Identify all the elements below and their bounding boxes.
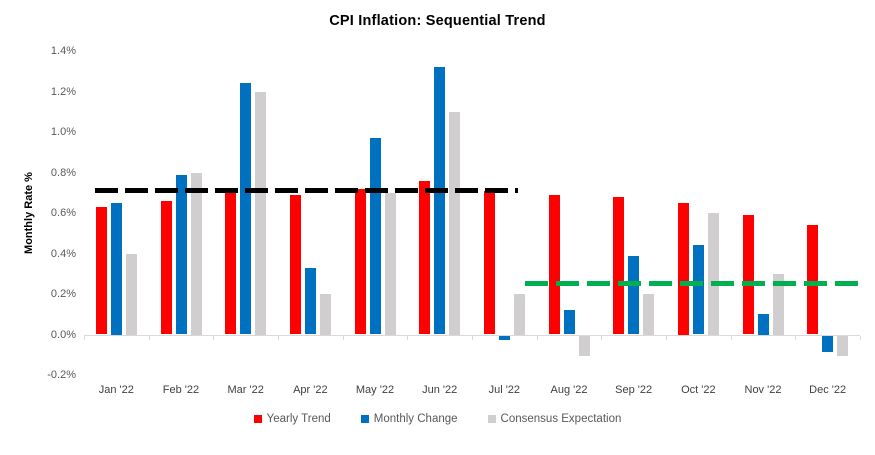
x-axis-tick [472, 335, 473, 340]
bar-consensus-expectation-feb-22 [190, 172, 202, 335]
x-category-label-mar-22: Mar '22 [227, 384, 264, 396]
x-category-label-jun-22: Jun '22 [422, 384, 458, 396]
x-axis-tick [536, 335, 538, 340]
legend-swatch-icon [487, 415, 496, 423]
y-tick-label-0-2: 0.2% [50, 288, 76, 300]
bar-consensus-expectation-apr-22 [319, 294, 331, 335]
x-axis-tick [795, 335, 797, 340]
bar-yearly-trend-dec-22 [807, 225, 819, 335]
x-axis-tick [860, 335, 861, 340]
bar-monthly-change-aug-22 [563, 310, 575, 335]
bar-yearly-trend-jan-22 [95, 206, 107, 335]
legend-item-monthly-change: Monthly Change [360, 413, 458, 425]
bar-consensus-expectation-mar-22 [255, 91, 267, 335]
x-category-label-oct-22: Oct '22 [681, 384, 716, 396]
bar-consensus-expectation-aug-22 [578, 335, 590, 356]
bar-yearly-trend-mar-22 [225, 190, 237, 335]
x-category-label-dec-22: Dec '22 [809, 384, 847, 396]
y-tick-label-1-4: 1.4% [50, 45, 76, 57]
plot-area [84, 51, 861, 375]
legend-swatch-icon [360, 415, 369, 423]
bar-consensus-expectation-jun-22 [449, 111, 461, 335]
x-category-label-may-22: May '22 [355, 384, 395, 396]
x-category-label-jan-22: Jan '22 [98, 384, 134, 396]
bar-consensus-expectation-dec-22 [837, 335, 849, 356]
x-category-label-aug-22: Aug '22 [550, 384, 588, 396]
x-category-label-jul-22: Jul '22 [488, 384, 521, 396]
y-tick-label-0-6: 0.6% [50, 207, 76, 219]
y-tick-label-0-2: -0.2% [47, 369, 76, 381]
x-axis-tick [84, 335, 85, 340]
bar-consensus-expectation-oct-22 [707, 213, 719, 335]
bar-monthly-change-jan-22 [110, 202, 122, 335]
legend: Yearly Trend Monthly Change Consensus Expe… [0, 413, 875, 425]
bar-consensus-expectation-nov-22 [772, 273, 784, 335]
bar-monthly-change-mar-22 [240, 83, 252, 335]
bar-yearly-trend-sep-22 [613, 196, 625, 335]
x-axis-tick [148, 335, 150, 340]
y-tick-label-0-4: 0.4% [50, 247, 76, 260]
legend-item-consensus-expectation: Consensus Expectation [487, 413, 622, 425]
aug-dec-expectation-reference-line [524, 281, 860, 287]
bar-monthly-change-may-22 [369, 138, 381, 335]
bar-yearly-trend-may-22 [354, 188, 366, 335]
legend-label: Consensus Expectation [500, 413, 622, 425]
bar-monthly-change-feb-22 [175, 174, 187, 335]
chart-title: CPI Inflation: Sequential Trend [329, 13, 546, 29]
y-tick-label-1-2: 1.2% [50, 85, 76, 98]
bar-monthly-change-nov-22 [757, 314, 769, 335]
bar-consensus-expectation-jul-22 [513, 294, 525, 335]
x-axis-tick [278, 335, 279, 340]
bar-consensus-expectation-jan-22 [125, 253, 137, 335]
x-category-label-nov-22: Nov '22 [744, 384, 782, 396]
legend-item-yearly-trend: Yearly Trend [253, 413, 331, 425]
x-axis-tick [213, 335, 215, 340]
bar-monthly-change-jun-22 [434, 67, 446, 335]
bar-monthly-change-sep-22 [628, 255, 640, 335]
bar-yearly-trend-oct-22 [677, 202, 689, 335]
legend-swatch-icon [253, 415, 262, 423]
legend-label: Monthly Change [373, 413, 458, 425]
x-axis-tick [601, 335, 603, 340]
legend-label: Yearly Trend [266, 413, 331, 425]
bar-yearly-trend-apr-22 [289, 194, 301, 335]
bar-yearly-trend-nov-22 [742, 215, 754, 335]
bar-monthly-change-apr-22 [304, 267, 316, 335]
bar-yearly-trend-jun-22 [419, 180, 431, 335]
x-axis-tick [342, 335, 344, 340]
x-axis-tick [666, 335, 667, 340]
y-tick-label-0-8: 0.8% [50, 166, 76, 179]
bar-monthly-change-oct-22 [692, 245, 704, 335]
bar-yearly-trend-jul-22 [483, 190, 495, 335]
bar-consensus-expectation-may-22 [384, 192, 396, 335]
bar-consensus-expectation-sep-22 [643, 294, 655, 335]
jan-jul-trend-reference-line [94, 188, 518, 194]
x-category-label-apr-22: Apr '22 [293, 384, 328, 396]
y-tick-label-0-0: 0.0% [50, 328, 76, 341]
x-category-label-sep-22: Sep '22 [615, 384, 653, 396]
x-axis-tick [407, 335, 409, 340]
y-tick-label-1-0: 1.0% [50, 126, 76, 138]
bar-monthly-change-jul-22 [498, 335, 510, 340]
x-axis-tick [730, 335, 732, 340]
x-axis-line [84, 334, 860, 336]
bar-monthly-change-dec-22 [822, 335, 834, 352]
bar-yearly-trend-aug-22 [548, 194, 560, 335]
x-category-label-feb-22: Feb '22 [162, 384, 200, 396]
bar-yearly-trend-feb-22 [160, 200, 172, 335]
